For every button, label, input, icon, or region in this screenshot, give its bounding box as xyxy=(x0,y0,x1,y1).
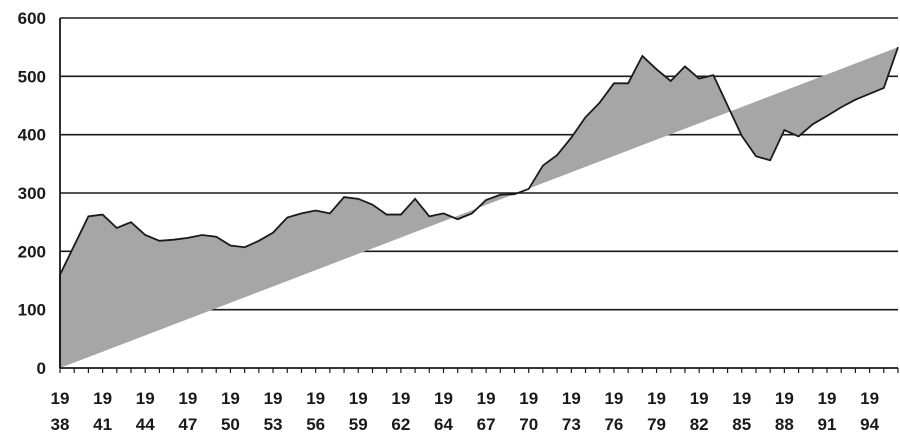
x-tick-label-top: 19 xyxy=(562,389,581,408)
x-axis-tick-labels: 1938194119441947195019531956195919621964… xyxy=(51,389,880,432)
x-tick-label-bottom: 76 xyxy=(604,415,623,432)
x-tick-label-bottom: 85 xyxy=(732,415,751,432)
series-area xyxy=(59,46,899,368)
x-tick-label-top: 19 xyxy=(349,389,368,408)
x-tick-label-top: 19 xyxy=(647,389,666,408)
x-tick-label-bottom: 50 xyxy=(221,415,240,432)
x-tick-label-top: 19 xyxy=(264,389,283,408)
x-tick-label-bottom: 38 xyxy=(51,415,70,432)
y-axis-tick-labels: 0 100 200 300 400 500 600 xyxy=(18,9,46,378)
y-tick-label-200: 200 xyxy=(18,242,46,261)
x-tick-label-top: 19 xyxy=(775,389,794,408)
x-tick-label-top: 19 xyxy=(690,389,709,408)
y-tick-label-400: 400 xyxy=(18,126,46,145)
x-tick-label-bottom: 91 xyxy=(818,415,837,432)
axes xyxy=(59,18,899,373)
x-tick-label-bottom: 67 xyxy=(477,415,496,432)
x-tick-label-bottom: 59 xyxy=(349,415,368,432)
x-tick-label-bottom: 70 xyxy=(519,415,538,432)
x-tick-label-top: 19 xyxy=(434,389,453,408)
x-tick-label-top: 19 xyxy=(860,389,879,408)
x-tick-label-top: 19 xyxy=(604,389,623,408)
x-tick-label-bottom: 64 xyxy=(434,415,453,432)
x-tick-label-top: 19 xyxy=(178,389,197,408)
x-tick-label-top: 19 xyxy=(221,389,240,408)
x-tick-label-bottom: 94 xyxy=(860,415,879,432)
x-tick-label-bottom: 88 xyxy=(775,415,794,432)
x-tick-label-top: 19 xyxy=(306,389,325,408)
x-tick-label-bottom: 79 xyxy=(647,415,666,432)
x-tick-label-top: 19 xyxy=(136,389,155,408)
x-tick-label-top: 19 xyxy=(93,389,112,408)
x-tick-label-top: 19 xyxy=(732,389,751,408)
x-tick-label-bottom: 47 xyxy=(178,415,197,432)
x-tick-label-bottom: 82 xyxy=(690,415,709,432)
plot-area xyxy=(59,46,899,368)
x-tick-label-bottom: 53 xyxy=(264,415,283,432)
y-tick-label-0: 0 xyxy=(37,359,46,378)
x-tick-label-top: 19 xyxy=(391,389,410,408)
x-tick-label-bottom: 41 xyxy=(93,415,112,432)
x-tick-label-top: 19 xyxy=(519,389,538,408)
x-tick-label-top: 19 xyxy=(477,389,496,408)
y-tick-label-100: 100 xyxy=(18,301,46,320)
y-tick-label-500: 500 xyxy=(18,67,46,86)
x-tick-label-bottom: 44 xyxy=(136,415,155,432)
x-tick-label-bottom: 56 xyxy=(306,415,325,432)
x-tick-label-top: 19 xyxy=(51,389,70,408)
y-tick-label-300: 300 xyxy=(18,184,46,203)
x-tick-label-bottom: 73 xyxy=(562,415,581,432)
y-tick-label-600: 600 xyxy=(18,9,46,28)
x-tick-label-top: 19 xyxy=(818,389,837,408)
x-tick-label-bottom: 62 xyxy=(391,415,410,432)
